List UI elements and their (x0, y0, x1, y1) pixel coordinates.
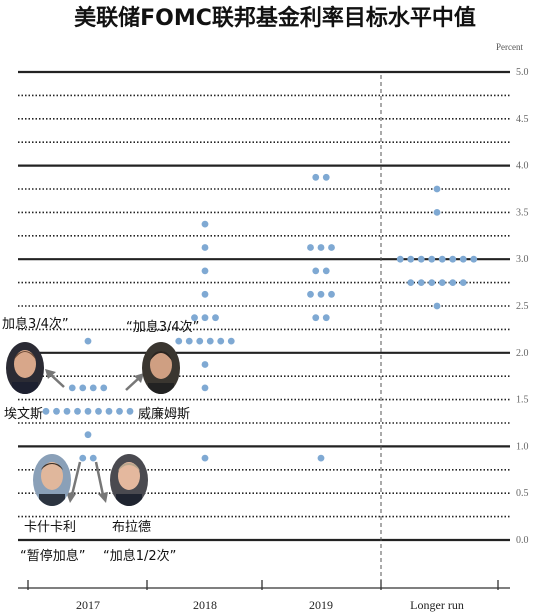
dot (201, 244, 209, 251)
dot (312, 314, 320, 322)
y-tick-label: 3.0 (516, 254, 529, 265)
dot (68, 384, 76, 392)
dot (312, 173, 320, 181)
dot (100, 384, 108, 392)
dot (307, 244, 314, 251)
bullard-name: 布拉德 (112, 520, 152, 535)
dot (317, 454, 325, 462)
dot (53, 407, 60, 415)
kashkari-quote: “暂停加息” (20, 549, 86, 564)
dot (322, 267, 330, 275)
dot (185, 337, 193, 345)
bullard-photo (110, 454, 148, 506)
dot (105, 407, 113, 415)
dot (175, 337, 183, 345)
dot (116, 407, 123, 415)
dot (396, 255, 404, 263)
dot (459, 255, 467, 263)
dot (42, 407, 50, 415)
y-tick-label: 3.5 (516, 207, 529, 218)
dot (212, 314, 219, 322)
dot (322, 173, 330, 181)
dots (42, 173, 478, 462)
dot (433, 302, 441, 310)
dot (84, 407, 92, 415)
dot (438, 255, 446, 263)
dot (307, 290, 314, 298)
x-tick-label: Longer run (410, 598, 464, 612)
x-tick-label: 2018 (193, 598, 217, 612)
y-tick-label: 1.5 (516, 395, 529, 406)
kashkari-photo (33, 454, 71, 506)
dot (201, 220, 209, 228)
dot (407, 279, 415, 286)
dot (79, 454, 87, 462)
dot (433, 209, 441, 216)
dot (201, 454, 209, 462)
dot (459, 279, 467, 286)
dot (417, 255, 425, 263)
dot (417, 279, 425, 286)
dot (89, 454, 97, 462)
dot (74, 407, 81, 415)
dot (206, 337, 214, 345)
dot (196, 337, 204, 345)
williams-photo (142, 342, 180, 394)
dot (328, 244, 335, 251)
dot (201, 384, 209, 392)
y-tick-label: 4.5 (516, 114, 529, 125)
y-tick-label: 2.5 (516, 301, 529, 312)
y-tick-labels: 0.0 0.5 1.0 1.5 2.0 2.5 3.0 3.5 4.0 4.5 5.0 (516, 67, 529, 546)
dot (201, 267, 209, 275)
y-axis-unit-label: Percent (496, 42, 523, 52)
dot (79, 384, 87, 392)
dot (227, 337, 235, 345)
annotation-arrows (45, 369, 144, 503)
williams-name: 威廉姆斯 (138, 407, 191, 422)
dot (317, 244, 325, 251)
dot (428, 279, 436, 286)
dot (328, 290, 335, 298)
evans-photo (6, 342, 44, 394)
dot (84, 431, 92, 439)
dot (191, 314, 198, 322)
dot (95, 407, 102, 415)
x-tick-label: 2019 (309, 598, 333, 612)
dot (433, 185, 441, 193)
kashkari-name: 卡什卡利 (24, 520, 77, 535)
dot (470, 255, 478, 263)
dot (63, 407, 71, 415)
y-tick-label: 1.0 (516, 441, 529, 452)
bullard-quote: “加息1/2次” (103, 549, 177, 564)
williams-quote: “加息3/4次” (126, 320, 200, 335)
dot (217, 337, 225, 345)
dot (449, 279, 457, 286)
x-tick-label: 2017 (76, 598, 100, 612)
dot (89, 384, 97, 392)
dot (84, 337, 92, 345)
dot (201, 361, 209, 368)
dot (322, 314, 330, 322)
dot (201, 290, 209, 298)
dot (312, 267, 320, 275)
x-axis: 2017 2018 2019 Longer run (18, 580, 510, 612)
evans-name: 埃文斯 (4, 407, 44, 422)
dot (449, 255, 457, 263)
dot (438, 279, 446, 286)
dot (201, 314, 209, 322)
dot (407, 255, 415, 263)
evans-quote: 加息3/4次” (2, 317, 69, 332)
y-tick-label: 2.0 (516, 348, 529, 359)
y-tick-label: 0.5 (516, 488, 529, 499)
dot (126, 407, 134, 415)
gridlines (18, 70, 510, 590)
y-tick-label: 0.0 (516, 535, 529, 546)
dot (428, 255, 436, 263)
dot (317, 290, 325, 298)
y-tick-label: 4.0 (516, 161, 529, 172)
chart-title: 美联储FOMC联邦基金利率目标水平中值 (74, 6, 476, 31)
y-tick-label: 5.0 (516, 67, 529, 78)
